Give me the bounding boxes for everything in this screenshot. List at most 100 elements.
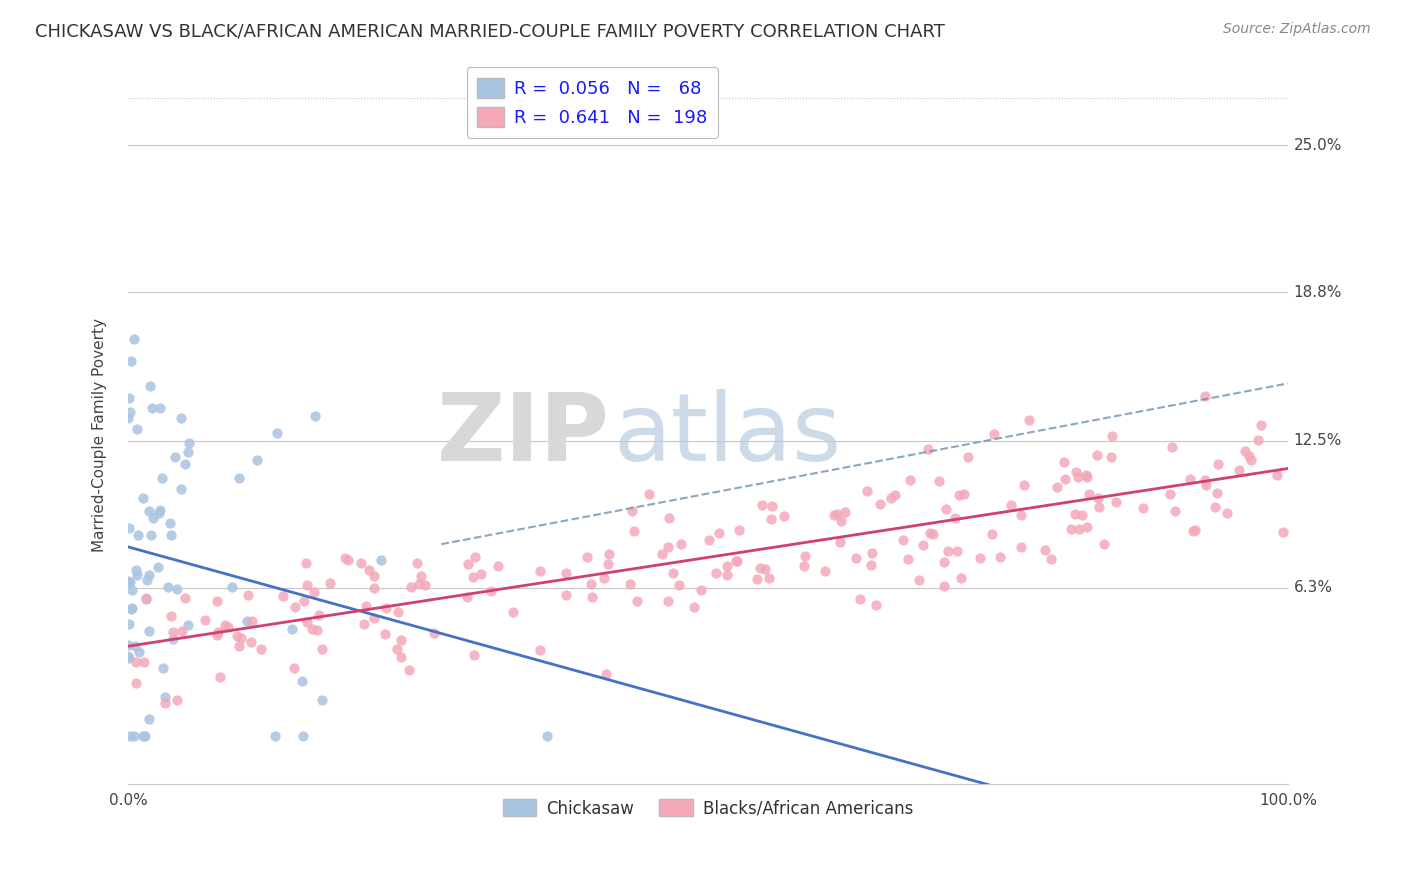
Point	[207, 627, 229, 641]
Point	[918, 525, 941, 540]
Point	[1085, 448, 1108, 462]
Point	[529, 643, 551, 657]
Point	[163, 450, 186, 464]
Point	[284, 600, 307, 615]
Point	[1067, 470, 1090, 484]
Point	[240, 615, 263, 629]
Point	[135, 591, 157, 605]
Point	[229, 632, 252, 646]
Point	[363, 581, 385, 595]
Point	[980, 527, 1002, 541]
Point	[773, 508, 796, 523]
Point	[238, 588, 260, 602]
Point	[150, 471, 173, 485]
Point	[651, 547, 673, 561]
Point	[1010, 508, 1032, 522]
Point	[464, 550, 486, 565]
Point	[125, 655, 148, 669]
Point	[134, 730, 156, 744]
Point	[1194, 389, 1216, 403]
Point	[218, 619, 240, 633]
Point	[845, 551, 868, 566]
Point	[138, 712, 160, 726]
Point	[177, 445, 200, 459]
Point	[374, 600, 396, 615]
Point	[166, 582, 188, 596]
Point	[363, 568, 385, 582]
Point	[138, 504, 160, 518]
Point	[880, 491, 903, 506]
Point	[311, 642, 333, 657]
Point	[118, 730, 141, 744]
Point	[704, 566, 727, 580]
Point	[619, 577, 641, 591]
Point	[118, 650, 141, 665]
Point	[120, 602, 142, 616]
Point	[725, 554, 748, 568]
Point	[389, 649, 412, 664]
Point	[221, 580, 243, 594]
Point	[716, 559, 738, 574]
Point	[623, 524, 645, 539]
Point	[1182, 524, 1205, 539]
Point	[830, 515, 852, 529]
Point	[1227, 463, 1250, 477]
Point	[943, 511, 966, 525]
Point	[283, 661, 305, 675]
Point	[463, 648, 485, 663]
Point	[141, 528, 163, 542]
Point	[1053, 455, 1076, 469]
Point	[1054, 472, 1077, 486]
Point	[335, 551, 357, 566]
Point	[170, 411, 193, 425]
Point	[236, 614, 259, 628]
Point	[855, 483, 877, 498]
Point	[908, 573, 931, 587]
Point	[271, 589, 294, 603]
Point	[581, 577, 603, 591]
Point	[370, 553, 392, 567]
Point	[745, 572, 768, 586]
Point	[162, 632, 184, 647]
Point	[1184, 524, 1206, 538]
Point	[121, 583, 143, 598]
Point	[304, 409, 326, 423]
Point	[823, 508, 845, 523]
Point	[952, 486, 974, 500]
Point	[174, 591, 197, 606]
Point	[1040, 552, 1063, 566]
Point	[638, 487, 661, 501]
Point	[1010, 540, 1032, 554]
Point	[1265, 467, 1288, 482]
Point	[308, 608, 330, 623]
Point	[1074, 468, 1097, 483]
Point	[884, 488, 907, 502]
Point	[1204, 500, 1226, 514]
Point	[932, 579, 955, 593]
Point	[969, 551, 991, 566]
Point	[295, 578, 318, 592]
Point	[657, 594, 679, 608]
Point	[214, 617, 236, 632]
Point	[1216, 506, 1239, 520]
Point	[281, 622, 304, 636]
Point	[502, 605, 524, 619]
Point	[457, 557, 479, 571]
Point	[118, 521, 141, 535]
Point	[249, 641, 271, 656]
Point	[456, 590, 478, 604]
Legend: Chickasaw, Blacks/African Americans: Chickasaw, Blacks/African Americans	[496, 793, 920, 824]
Text: CHICKASAW VS BLACK/AFRICAN AMERICAN MARRIED-COUPLE FAMILY POVERTY CORRELATION CH: CHICKASAW VS BLACK/AFRICAN AMERICAN MARR…	[35, 22, 945, 40]
Point	[291, 673, 314, 688]
Point	[146, 559, 169, 574]
Point	[121, 600, 143, 615]
Point	[1161, 440, 1184, 454]
Point	[135, 592, 157, 607]
Point	[118, 574, 141, 589]
Point	[555, 588, 578, 602]
Point	[620, 504, 643, 518]
Point	[350, 556, 373, 570]
Point	[125, 563, 148, 577]
Point	[709, 525, 731, 540]
Point	[205, 594, 228, 608]
